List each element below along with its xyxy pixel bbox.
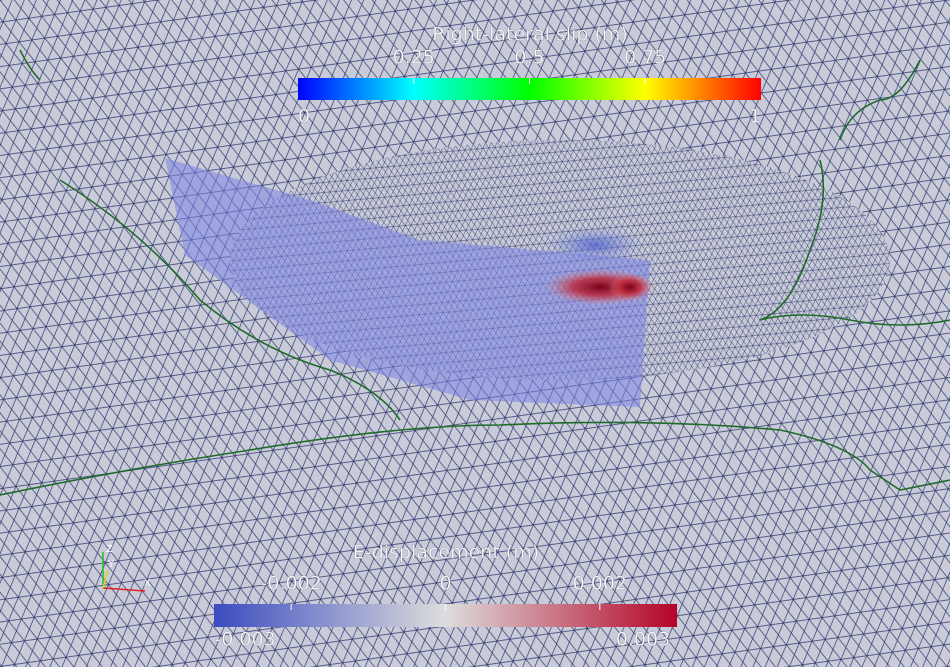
colorbar-tick-label: 0.002 [573, 573, 627, 595]
colorbar-max: 0.003 [616, 629, 670, 651]
colorbar-max: 1 [749, 106, 761, 128]
colorbar-tick-label: 0.75 [624, 47, 666, 69]
colorbar-title: E-displacement (m) [353, 542, 539, 564]
axis-x-label: X [144, 578, 151, 589]
colorbar-tick-label: 0 [439, 573, 451, 595]
axis-z-label: Z [106, 544, 113, 555]
axis-y-label: Y [107, 559, 115, 570]
colorbar-tick-label: -0.002 [261, 573, 322, 595]
displacement-negative [545, 227, 645, 263]
displacement-positive [608, 273, 652, 301]
colorbar-tick-label: 0.5 [514, 47, 544, 69]
colorbar-min: -0.003 [214, 629, 275, 651]
colorbar-min: 0 [298, 106, 310, 128]
colorbar-tick-label: 0.25 [393, 47, 435, 69]
viewport: Right-lateral slip (m) 0 1 E-displacemen… [0, 0, 950, 667]
colorbar-title: Right-lateral slip (m) [432, 24, 628, 46]
